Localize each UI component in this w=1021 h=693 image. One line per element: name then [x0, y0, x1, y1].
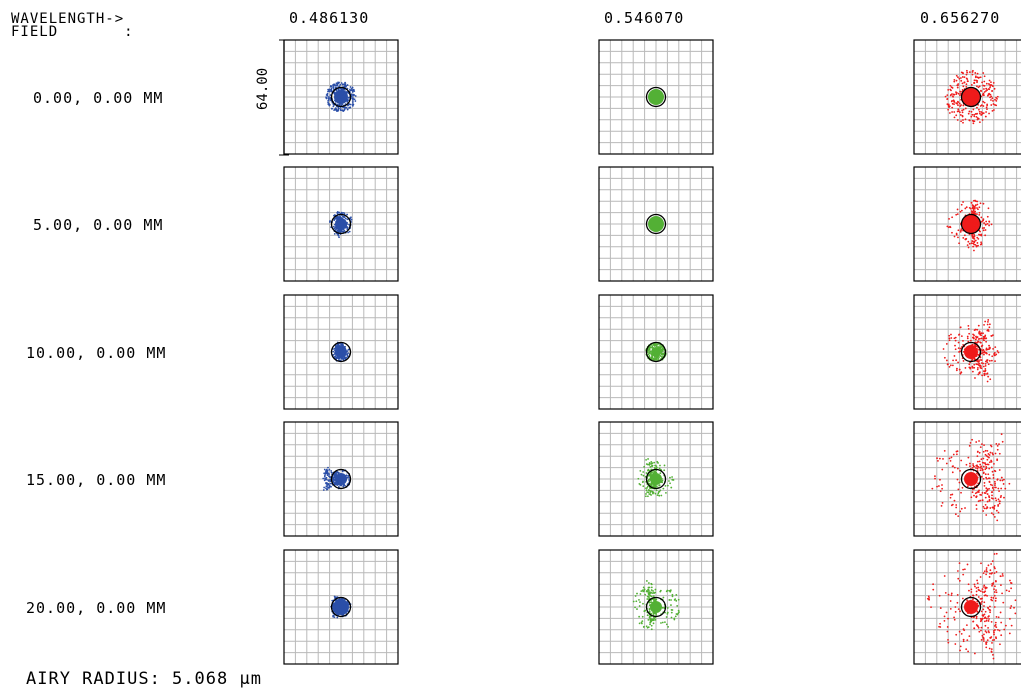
airy-disk-circle [330, 86, 352, 108]
panel-frame [283, 549, 399, 665]
spot-points [330, 595, 352, 619]
wavelength-header-label: WAVELENGTH-> [11, 11, 125, 27]
spot-points [648, 216, 664, 232]
panel-frame [598, 166, 714, 282]
spot-panel-f2-w3 [913, 166, 1021, 282]
panel-grid [284, 40, 398, 154]
panel-frame [598, 549, 714, 665]
spot-panel-f1-w1 [283, 39, 399, 155]
airy-disk-circle [960, 596, 982, 618]
spot-panel-f1-w3 [913, 39, 1021, 155]
panel-frame [283, 166, 399, 282]
spot-panel-f4-w3 [913, 421, 1021, 537]
field-label-1: 0.00, 0.00 MM [33, 89, 164, 107]
spot-points [942, 319, 1000, 383]
spot-points [926, 552, 1017, 660]
spot-panel-f2-w2 [598, 166, 714, 282]
panel-grid [284, 167, 398, 281]
scale-bar-label: 64.00 [255, 68, 271, 110]
wavelength-label-1: 0.486130 [289, 9, 370, 27]
panel-frame [598, 39, 714, 155]
panel-grid [599, 550, 713, 664]
panel-grid [284, 422, 398, 536]
airy-disk-circle [330, 213, 352, 235]
airy-disk-circle [645, 596, 667, 618]
wavelength-label-2: 0.546070 [604, 9, 685, 27]
spot-points [931, 433, 1011, 522]
field-header-label: FIELD : [11, 24, 134, 40]
spot-points [648, 89, 664, 105]
spot-points [944, 69, 999, 125]
airy-disk-circle [960, 468, 982, 490]
field-label-5: 20.00, 0.00 MM [26, 599, 167, 617]
panel-frame [283, 294, 399, 410]
airy-disk-circle [645, 213, 667, 235]
spot-points [637, 458, 675, 498]
spot-panel-f5-w1 [283, 549, 399, 665]
field-label-2: 5.00, 0.00 MM [33, 216, 164, 234]
airy-disk-circle [960, 86, 982, 108]
panel-frame [283, 39, 399, 155]
airy-disk-circle [330, 468, 352, 490]
panel-grid [284, 550, 398, 664]
airy-disk-circle [645, 86, 667, 108]
spot-panel-f3-w3 [913, 294, 1021, 410]
panel-grid [599, 422, 713, 536]
spot-points [328, 210, 353, 239]
wavelength-label-3: 0.656270 [920, 9, 1001, 27]
field-label-3: 10.00, 0.00 MM [26, 344, 167, 362]
panel-frame [598, 421, 714, 537]
panel-frame [913, 549, 1021, 665]
panel-frame [598, 294, 714, 410]
spot-panel-f3-w2 [598, 294, 714, 410]
field-label-4: 15.00, 0.00 MM [26, 471, 167, 489]
spot-points [325, 81, 357, 113]
panel-frame [913, 421, 1021, 537]
panel-grid [599, 40, 713, 154]
airy-disk-circle [645, 468, 667, 490]
panel-frame [283, 421, 399, 537]
spot-panel-f5-w2 [598, 549, 714, 665]
airy-disk-circle [645, 341, 667, 363]
spot-panel-f3-w1 [283, 294, 399, 410]
spot-panel-f5-w3 [913, 549, 1021, 665]
panel-frame [913, 39, 1021, 155]
airy-disk-circle [330, 596, 352, 618]
airy-disk-circle [960, 341, 982, 363]
spot-panel-f2-w1 [283, 166, 399, 282]
airy-radius-label: AIRY RADIUS: 5.068 µm [26, 669, 262, 689]
spot-panel-f4-w2 [598, 421, 714, 537]
panel-frame [913, 166, 1021, 282]
spot-points [946, 199, 993, 252]
panel-grid [914, 550, 1021, 664]
spot-panel-f1-w2 [598, 39, 714, 155]
panel-grid [599, 295, 713, 409]
panel-frame [913, 294, 1021, 410]
airy-disk-circle [960, 213, 982, 235]
spot-panel-f4-w1 [283, 421, 399, 537]
airy-disk-circle [330, 341, 352, 363]
